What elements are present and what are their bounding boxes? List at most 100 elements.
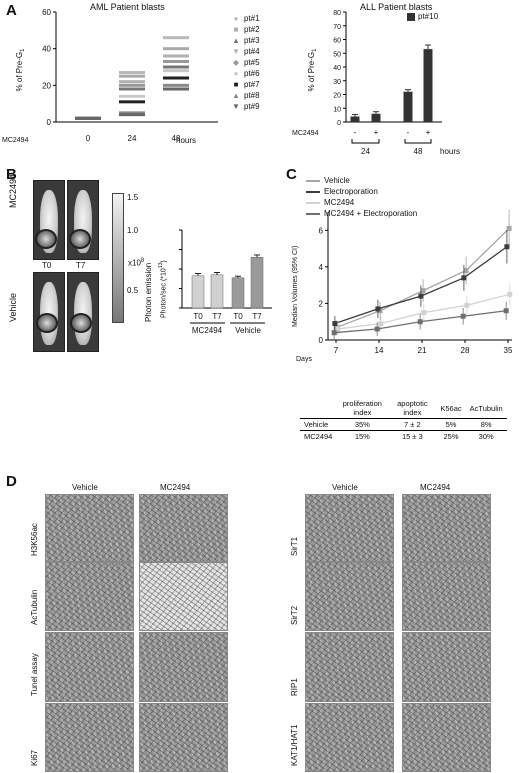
aml-y-label-sub: 1 bbox=[20, 48, 26, 52]
aml-point-bar bbox=[119, 100, 145, 104]
c-legend-swatch bbox=[306, 201, 320, 204]
c-y-tick-label: 4 bbox=[319, 263, 324, 272]
mouse-mc2494-t7 bbox=[67, 180, 99, 260]
ihc-row-label: KAT1/HAT1 bbox=[290, 724, 299, 767]
all-hours-label: hours bbox=[440, 147, 460, 156]
c-table-cell: 8% bbox=[465, 418, 507, 431]
aml-point-bar bbox=[163, 87, 189, 91]
all-chart: 0 10 20 30 40 50 60 70 80 % of Pre-G1 MC2494 - + - +24… bbox=[292, 10, 460, 156]
all-y-label: % of Pre-G1 bbox=[307, 48, 318, 92]
aml-chart: 0 20 40 60 0 24 48 % of Pre-G1 bbox=[15, 8, 218, 143]
photon-bar-chart: T0 T7 T0 T7 MC2494 Vehicle bbox=[179, 229, 272, 335]
ihc-row-label: SirT2 bbox=[290, 605, 299, 625]
b-row-top-label: MC2494 bbox=[8, 173, 18, 208]
ihc-tissue-image bbox=[45, 494, 134, 562]
aml-legend-label: pt#4 bbox=[244, 47, 260, 56]
c-y-tick-label: 0 bbox=[319, 336, 324, 345]
aml-point-bar bbox=[163, 65, 189, 69]
aml-point-bar bbox=[119, 87, 145, 91]
b-group-label: MC2494 bbox=[192, 326, 223, 335]
aml-point-bar bbox=[119, 94, 145, 98]
aml-legend-symbol: ▲ bbox=[232, 90, 240, 100]
c-point bbox=[506, 225, 512, 231]
c-point bbox=[331, 330, 337, 336]
c-point bbox=[461, 275, 467, 281]
all-y-tick-label: 20 bbox=[333, 93, 341, 100]
c-legend-label: Vehicle bbox=[324, 176, 350, 185]
aml-legend-item: ■ pt#7 bbox=[232, 80, 260, 89]
c-table-cell: 7 ± 2 bbox=[388, 418, 437, 431]
ihc-tissue-image bbox=[45, 562, 134, 631]
ihc-row-label: Ki67 bbox=[30, 749, 39, 766]
ihc-tissue-image bbox=[305, 562, 394, 631]
aml-legend-symbol: ▲ bbox=[232, 35, 240, 45]
c-point bbox=[418, 293, 424, 299]
aml-point-bar bbox=[163, 83, 189, 87]
c-y-tick-label: 2 bbox=[319, 299, 324, 308]
c-table-cell: 25% bbox=[443, 432, 459, 441]
aml-legend-item: ● pt#1 bbox=[232, 14, 260, 23]
panel-letter-b: B bbox=[6, 166, 17, 183]
c-table-header-cell: proliferation index bbox=[336, 398, 389, 419]
aml-legend-item: ▼ pt#9 bbox=[232, 102, 260, 111]
ihc-tissue-image bbox=[45, 703, 134, 772]
scale-multiplier-base: x10 bbox=[128, 258, 141, 268]
aml-legend-symbol: ● bbox=[233, 13, 239, 23]
c-table-header-cell: K56ac bbox=[436, 398, 466, 419]
aml-legend-label: pt#8 bbox=[244, 91, 260, 100]
b-bar bbox=[231, 277, 245, 309]
c-table-header-cell: AcTubulin bbox=[465, 398, 507, 419]
aml-x-tick-label: 24 bbox=[128, 134, 137, 143]
all-y-tick-label: 60 bbox=[333, 38, 341, 45]
photon-ylabel: Photon/sec (*1013) bbox=[158, 260, 167, 318]
aml-point-bar bbox=[163, 47, 189, 51]
aml-point-bar bbox=[75, 116, 101, 120]
c-point bbox=[460, 313, 466, 319]
tumor-signal bbox=[35, 229, 57, 249]
all-legend-label: pt#10 bbox=[418, 12, 439, 21]
all-y-tick-label: 40 bbox=[333, 65, 341, 72]
ihc-row-label: H3K56ac bbox=[30, 523, 39, 556]
aml-legend-item: ▼ pt#4 bbox=[232, 47, 260, 56]
aml-y-tick-label: 0 bbox=[47, 118, 52, 127]
aml-point-bar bbox=[119, 80, 145, 84]
all-sign-label: + bbox=[426, 128, 431, 137]
all-y-tick-label: 30 bbox=[333, 79, 341, 86]
all-y-tick-label: 0 bbox=[337, 120, 341, 127]
all-group-label: 48 bbox=[414, 147, 423, 156]
aml-legend-item: ● pt#6 bbox=[232, 69, 260, 78]
panel-letter-d: D bbox=[6, 473, 17, 490]
c-point bbox=[332, 321, 338, 327]
ihc-tissue-image bbox=[305, 494, 394, 562]
c-point bbox=[375, 306, 381, 312]
ihc-tissue-image bbox=[139, 632, 228, 702]
all-legend: pt#10 bbox=[407, 12, 438, 21]
aml-point-bar bbox=[163, 69, 189, 73]
c-table-row: Vehicle 35% 7 ± 2 5% 8% bbox=[300, 418, 507, 431]
b-x-tick-label: T0 bbox=[193, 312, 203, 321]
c-index-table: proliferation index apoptotic index K56a… bbox=[300, 398, 507, 442]
b-bar bbox=[191, 275, 205, 309]
c-table-row-label: MC2494 bbox=[304, 432, 333, 441]
mouse-vehicle-t7 bbox=[67, 272, 99, 352]
all-y-tick-label: 80 bbox=[333, 10, 341, 17]
c-table-cell: 15 ± 3 bbox=[401, 432, 423, 441]
ihc-tissue-image bbox=[45, 632, 134, 702]
panel-letter-a: A bbox=[6, 2, 17, 19]
c-xlabel: Days bbox=[296, 356, 312, 363]
aml-legend-symbol: ■ bbox=[233, 79, 239, 89]
ihc-tissue-image bbox=[139, 703, 228, 772]
b-t0-label: T0 bbox=[42, 261, 52, 270]
c-table-cell: 15% bbox=[354, 432, 370, 441]
aml-hours-label: hours bbox=[176, 136, 197, 145]
aml-legend-symbol: ■ bbox=[233, 24, 239, 34]
c-point bbox=[417, 319, 423, 325]
all-title: ALL Patient blasts bbox=[360, 2, 433, 12]
mouse-vehicle-t0 bbox=[33, 272, 65, 352]
c-legend-item: Vehicle bbox=[306, 176, 350, 185]
c-legend-item: MC2494 + Electroporation bbox=[306, 209, 417, 218]
c-legend-item: Electroporation bbox=[306, 187, 378, 196]
c-x-tick-label: 21 bbox=[418, 346, 427, 355]
ihc-tissue-image bbox=[139, 494, 228, 562]
aml-y-label: % of Pre-G1 bbox=[15, 48, 26, 92]
